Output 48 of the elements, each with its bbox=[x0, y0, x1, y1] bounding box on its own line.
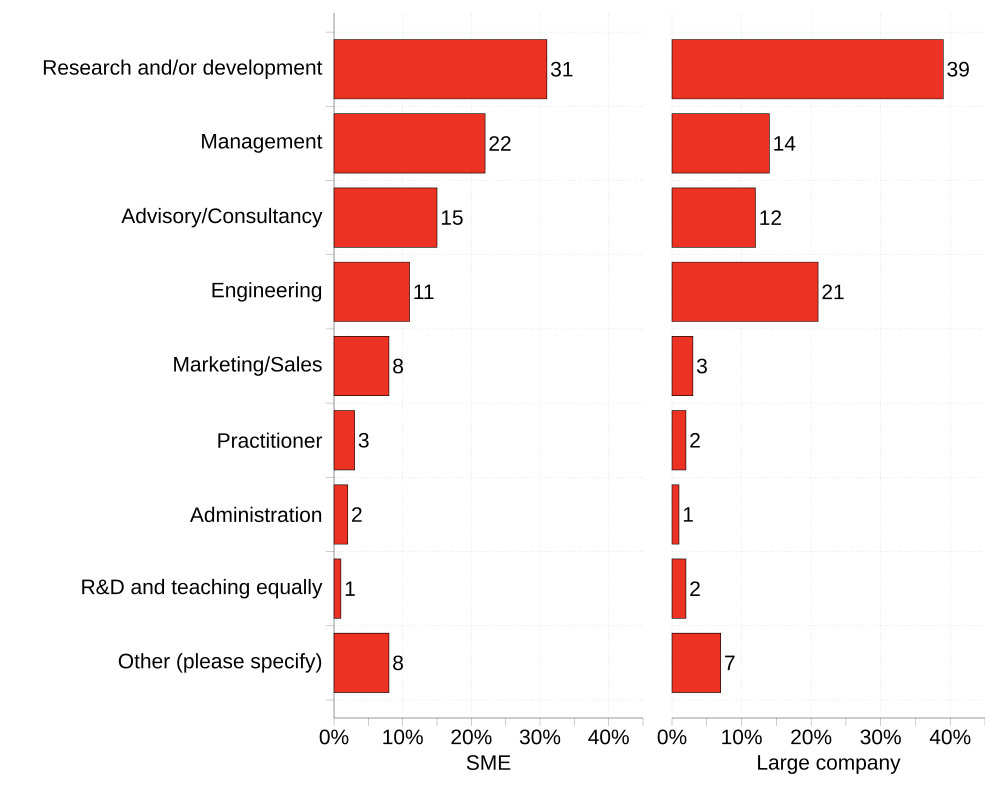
data-label: 7 bbox=[725, 656, 735, 670]
y-tick-label: Research and/or development bbox=[44, 59, 322, 79]
y-tick-label: Administration bbox=[190, 506, 322, 522]
bar bbox=[672, 632, 721, 693]
y-tick-label: Practitioner bbox=[218, 432, 322, 448]
bar bbox=[672, 558, 686, 619]
x-axis-title: Large company bbox=[758, 755, 901, 774]
x-tick-label: 40% bbox=[930, 730, 970, 744]
x-tick-label: 0% bbox=[658, 730, 686, 744]
data-label: 14 bbox=[774, 136, 796, 151]
x-tick-label: 10% bbox=[383, 730, 423, 744]
data-label: 3 bbox=[358, 432, 369, 448]
data-label: 1 bbox=[346, 581, 355, 596]
bar bbox=[672, 113, 770, 174]
data-label: 21 bbox=[822, 284, 844, 300]
y-tick-label: Management bbox=[202, 134, 322, 153]
x-tick-label: 20% bbox=[451, 730, 492, 744]
x-tick-label: 0% bbox=[320, 730, 348, 744]
data-label: 8 bbox=[393, 655, 403, 670]
bar bbox=[672, 262, 818, 322]
bar bbox=[672, 336, 694, 396]
data-label: 11 bbox=[414, 284, 434, 300]
y-tick-label: Advisory/Consultancy bbox=[121, 208, 322, 228]
y-tick-label: Marketing/Sales bbox=[174, 356, 322, 376]
data-label: 22 bbox=[489, 136, 511, 151]
x-axis-title: SME bbox=[466, 755, 510, 770]
y-tick-label: R&D and teaching equally bbox=[82, 578, 322, 598]
y-tick-label: Engineering bbox=[212, 282, 322, 302]
y-tick-label: Other (please specify) bbox=[118, 653, 322, 673]
data-label: 15 bbox=[442, 210, 463, 225]
x-tick-label: 30% bbox=[520, 730, 560, 744]
data-label: 12 bbox=[760, 210, 781, 225]
bar bbox=[672, 410, 686, 470]
bar bbox=[672, 39, 944, 100]
data-label: 8 bbox=[393, 358, 403, 374]
x-tick-label: 20% bbox=[791, 730, 832, 744]
bar bbox=[672, 484, 680, 544]
data-label: 2 bbox=[690, 432, 700, 448]
data-label: 1 bbox=[684, 507, 693, 522]
data-label: 31 bbox=[550, 62, 572, 77]
data-label: 3 bbox=[696, 358, 707, 374]
data-label: 39 bbox=[947, 62, 969, 77]
data-label: 2 bbox=[352, 507, 362, 522]
x-tick-label: 30% bbox=[860, 730, 901, 744]
x-tick-label: 40% bbox=[588, 730, 629, 744]
x-tick-label: 10% bbox=[722, 730, 762, 744]
data-label: 2 bbox=[690, 581, 700, 596]
bar bbox=[672, 188, 756, 248]
